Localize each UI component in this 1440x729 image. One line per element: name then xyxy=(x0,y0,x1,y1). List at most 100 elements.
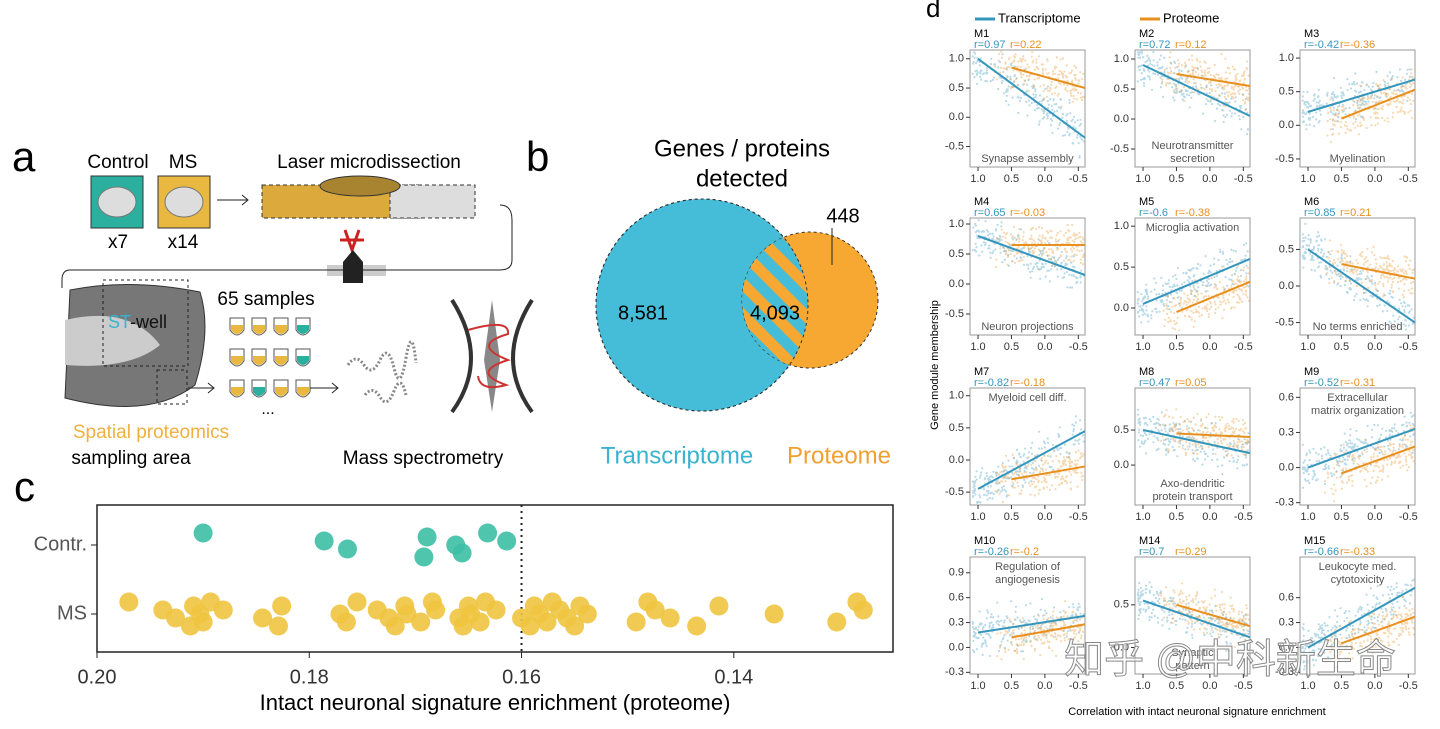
y-tick-label: MS xyxy=(57,602,87,624)
y-tick-label: -0.3 xyxy=(1275,666,1294,678)
y-tick-label: -0.5 xyxy=(945,486,964,498)
y-tick-label: 0.9 xyxy=(949,567,964,579)
brain xyxy=(97,186,137,218)
fit-line xyxy=(1307,428,1416,469)
fit-line xyxy=(1142,64,1251,117)
r-label: r=0.85 xyxy=(1304,207,1336,219)
x-tick-label: 1.0 xyxy=(1135,173,1150,185)
plot-frame xyxy=(1134,556,1251,675)
panel-label: a xyxy=(12,133,36,180)
fit-line xyxy=(1307,78,1416,113)
y-tick-label: 0.5 xyxy=(949,422,964,434)
plot-frame xyxy=(969,556,1086,675)
r-label: r=0.21 xyxy=(1340,207,1372,219)
point xyxy=(687,616,707,636)
tissue-slab xyxy=(389,184,476,219)
y-tick-label: 0.3 xyxy=(1279,616,1294,628)
x-tick-label: -0.5 xyxy=(1399,511,1418,523)
label: x7 xyxy=(108,232,128,253)
r-label: r=0.65 xyxy=(974,207,1006,219)
y-tick-label: 0.5 xyxy=(1114,83,1129,95)
fit-line xyxy=(1176,432,1251,439)
annotation: Microglia activation xyxy=(1146,222,1240,234)
point xyxy=(193,523,213,543)
arrow xyxy=(310,382,339,394)
x-axis-label: Correlation with intact neuronal signatu… xyxy=(1068,706,1325,718)
point xyxy=(709,596,729,616)
tube-fill xyxy=(253,356,265,365)
point xyxy=(268,616,288,636)
label: 65 samples xyxy=(217,289,314,310)
y-tick-label: 0.0 xyxy=(1279,119,1294,131)
fit-line xyxy=(1176,73,1251,87)
panel-label: d xyxy=(926,0,940,23)
x-tick-label: 1.0 xyxy=(970,173,985,185)
annotation: matrix organization xyxy=(1311,405,1404,417)
cut-region xyxy=(319,175,401,197)
panel-b: Genes / proteins detected 8,581 4,093 44… xyxy=(595,135,891,469)
title: Genes / proteins xyxy=(654,135,830,162)
fit-line xyxy=(1341,88,1416,120)
plot-frame xyxy=(969,217,1086,336)
fit-line xyxy=(1307,248,1416,324)
point xyxy=(272,596,292,616)
fit-line xyxy=(1142,257,1251,305)
st-well-box xyxy=(102,279,189,367)
panel-title: M10 xyxy=(974,535,995,547)
r-label: r=-0.52 xyxy=(1304,377,1339,389)
module-plot: 1.0 0.5 0.0 -0.5 1.0 0.5 0.0 -0.5 M2r=0.72 r=0.12… xyxy=(1110,28,1253,185)
annotation: angiogenesis xyxy=(995,574,1060,586)
module-plot: 1.0 0.5 0.0 -0.5 1.0 0.5 0.0 M5r=-0.6 r=-0.38 Mic… xyxy=(1114,196,1253,353)
y-tick-label: 0.0 xyxy=(949,111,964,123)
y-tick-label: 1.0 xyxy=(949,53,964,65)
fit-line xyxy=(1011,465,1086,481)
y-tick-label: -0.5 xyxy=(945,308,964,320)
r-label: r=0.22 xyxy=(1010,39,1042,51)
r-label: r=-0.18 xyxy=(1010,377,1045,389)
tube-fill xyxy=(253,325,265,334)
r-label: r=-0.82 xyxy=(974,377,1009,389)
label: Mass spectrometry xyxy=(343,448,504,469)
annotation: Regulation of xyxy=(995,561,1061,573)
y-tick-label: 1.0 xyxy=(949,218,964,230)
panel-label: c xyxy=(14,463,35,510)
point xyxy=(497,531,517,551)
x-tick-label: 0.0 xyxy=(1037,511,1052,523)
plot-frame xyxy=(1299,556,1416,675)
x-tick-label: -0.5 xyxy=(1234,511,1253,523)
sampling-box xyxy=(156,369,188,405)
label: Proteome xyxy=(787,442,891,469)
venn-overlap xyxy=(742,232,808,368)
x-axis-label: Intact neuronal signature enrichment (pr… xyxy=(260,690,731,715)
y-tick-label: 0.6 xyxy=(949,592,964,604)
r-label: r=-0.03 xyxy=(1010,207,1045,219)
y-tick-label: 0.0 xyxy=(1279,641,1294,653)
point xyxy=(626,612,646,632)
x-tick-label: 0.5 xyxy=(1169,173,1184,185)
plot-frame xyxy=(969,49,1086,168)
point xyxy=(452,543,472,563)
y-tick-label: 0.6 xyxy=(1279,592,1294,604)
x-tick-label: 0.18 xyxy=(290,666,329,688)
watermark: 知乎 @中科新生命 xyxy=(1064,638,1396,682)
point xyxy=(645,600,665,620)
ion-path xyxy=(467,323,511,389)
point xyxy=(537,612,557,632)
panel-title: M8 xyxy=(1139,366,1154,378)
y-tick-label: 0.0 xyxy=(949,454,964,466)
laser xyxy=(340,229,364,255)
plots: 1.0 0.5 0.0 -0.5 1.0 0.5 0.0 -0.5 M1r=0.97 r=0.22… xyxy=(945,28,1418,692)
module-plot: 1.0 0.5 0.0 -0.5 0.6 0.3 0.0 -0.3 M9r=-0.52 r=-0.… xyxy=(1275,366,1418,523)
y-tick-label: 1.0 xyxy=(1114,53,1129,65)
plot-frame xyxy=(1134,387,1251,506)
x-tick-label: 0.5 xyxy=(1334,341,1349,353)
count: 8,581 xyxy=(618,302,668,324)
panel-a: Control MS x7 x14 Laser microdissection … xyxy=(61,152,534,469)
y-axis-label: Gene module membership xyxy=(929,300,941,430)
panel-title: M15 xyxy=(1304,535,1325,547)
x-tick-label: 0.0 xyxy=(1202,511,1217,523)
point xyxy=(411,612,431,632)
